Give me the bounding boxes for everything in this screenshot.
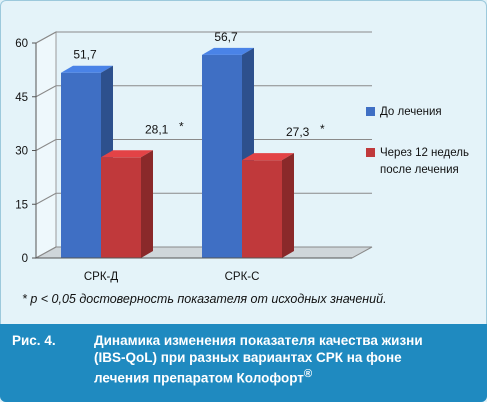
legend-swatch-0 [366, 107, 375, 116]
label-layer: 51,7 28,1 * 56,7 27,3 * [73, 30, 325, 139]
legend-entry-1-0: Через 12 недель [380, 147, 469, 159]
caption-line-1: Динамика изменения показателя качества ж… [94, 333, 423, 348]
y-tick-label: 30 [15, 146, 28, 158]
bar-layer [61, 47, 294, 259]
gridline-diag-0 [35, 246, 57, 259]
bar-top-0-0 [61, 65, 113, 73]
data-label-0-0: 51,7 [73, 48, 97, 62]
gridline-diag-1 [35, 192, 57, 205]
figure-caption: Рис. 4. Динамика изменения показателя ка… [0, 324, 487, 402]
bar-0-0 [61, 72, 101, 258]
gridline-diag-2 [35, 139, 57, 151]
bar-chart: 0 15 30 45 60 СРК-Д СРК-С 51,7 28,1 * 56,7 27,3 * Д… [15, 30, 469, 283]
y-tick-label: 15 [15, 199, 28, 211]
legend-entry-1-1: после лечения [380, 164, 459, 176]
caption-line-2: (IBS-QoL) при разных вариантах СРК на фо… [94, 350, 402, 365]
gridline-diag-4 [35, 31, 57, 44]
chart-area: 0 15 30 45 60 СРК-Д СРК-С 51,7 28,1 * 56,7 27,3 * Д… [15, 30, 469, 283]
bar-top-1-1 [242, 153, 294, 161]
legend-layer: До лечения Через 12 недель после лечения [366, 106, 469, 176]
data-label-1-0: 28,1 [145, 122, 169, 136]
y-tick-label: 45 [15, 92, 28, 104]
legend-entry-0-0: До лечения [380, 106, 442, 118]
data-label-1-1: 27,3 [286, 125, 310, 139]
x-tick-label-0: СРК-Д [84, 271, 119, 283]
bar-0-1 [202, 54, 242, 259]
axis-layer: 0 15 30 45 60 СРК-Д СРК-С [15, 38, 352, 283]
legend-swatch-1 [366, 148, 375, 157]
caption-number: Рис. 4. [12, 333, 56, 348]
data-label-0-1: 56,7 [214, 30, 238, 44]
caption-line-3-text: лечения препаратом Колофорт [94, 370, 304, 386]
gridline-diag-3 [35, 85, 57, 98]
caption-line-3: лечения препаратом Колофорт® [94, 366, 474, 387]
x-tick-label-1: СРК-С [225, 271, 260, 283]
significance-mark-0: * [179, 119, 184, 133]
bar-1-1 [242, 160, 282, 258]
bar-side-1-1 [282, 153, 294, 258]
bar-top-0-1 [202, 47, 254, 55]
significance-mark-1: * [320, 122, 325, 136]
footnote: * p < 0,05 достоверность показателя от и… [22, 292, 387, 306]
y-tick-label: 0 [22, 253, 28, 265]
caption-text: Динамика изменения показателя качества ж… [94, 332, 474, 387]
bar-1-0 [101, 157, 141, 258]
bar-top-1-0 [101, 150, 153, 158]
bar-side-1-0 [141, 150, 153, 258]
registered-mark: ® [303, 368, 313, 380]
y-tick-label: 60 [15, 38, 28, 50]
